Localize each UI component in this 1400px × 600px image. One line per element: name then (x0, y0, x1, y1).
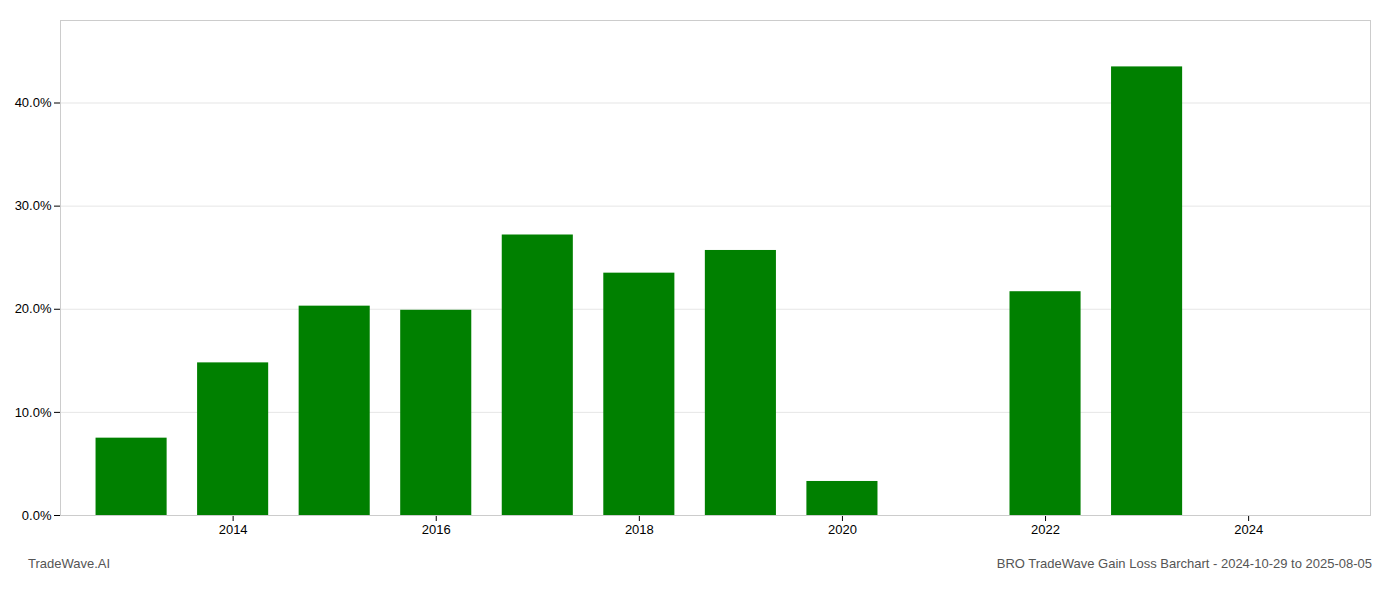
svg-text:40.0%: 40.0% (15, 95, 52, 110)
svg-text:2014: 2014 (219, 522, 248, 537)
svg-text:0.0%: 0.0% (22, 508, 52, 523)
svg-text:10.0%: 10.0% (15, 405, 52, 420)
html-text:BRO TradeWave Gain Loss Barcha: BRO TradeWave Gain Loss Barchart - 2024-… (996, 556, 1372, 571)
svg-text:2016: 2016 (422, 522, 451, 537)
svg-text:2018: 2018 (625, 522, 654, 537)
svg-text:2024: 2024 (1234, 522, 1263, 537)
svg-text:2020: 2020 (828, 522, 857, 537)
svg-text:2022: 2022 (1031, 522, 1060, 537)
html-text:TradeWave.AI: TradeWave.AI (28, 556, 111, 571)
svg-text:30.0%: 30.0% (15, 198, 52, 213)
svg-text:20.0%: 20.0% (15, 301, 52, 316)
